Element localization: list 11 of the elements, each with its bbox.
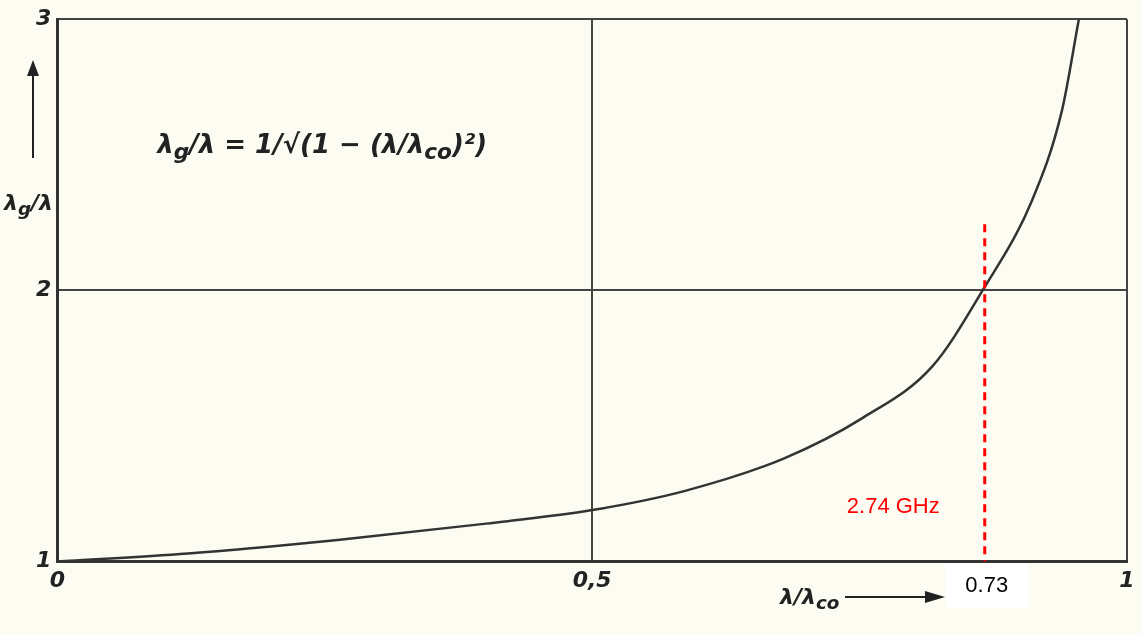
y-tick-label: 2 (36, 276, 52, 302)
annotation: λ$_{g}$/λ = 1/√(1 − (λ/λ$_{co}$)²) (157, 129, 488, 165)
y-tick-label: 3 (36, 4, 52, 30)
y-tick-label: 1 (36, 547, 52, 573)
y-axis-title: λ$_{g}$/λ (4, 190, 54, 220)
x-tick-label: 0 (49, 566, 65, 592)
x-axis-title: λ/λ$_{co}$ (780, 583, 840, 613)
annotation: 2.74 GHz (846, 493, 940, 519)
x-tick-label: 0,5 (572, 566, 612, 592)
x-tick-label: 1 (1119, 566, 1135, 592)
annotation: 0.73 (965, 571, 1009, 597)
